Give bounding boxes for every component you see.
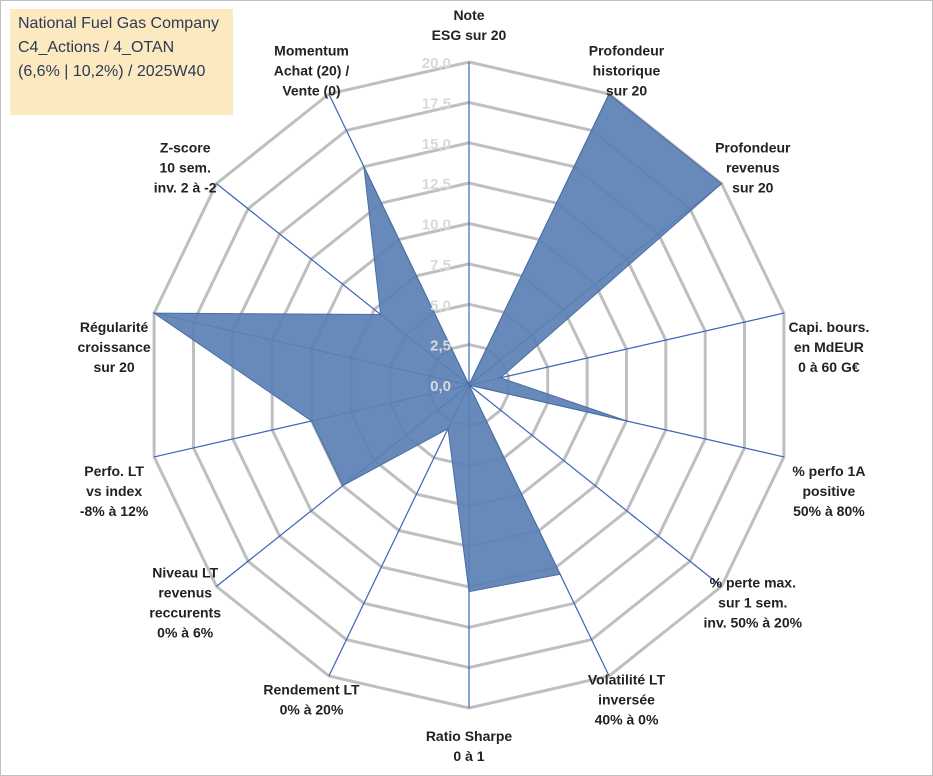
axis-label-0: Note ESG sur 20: [432, 7, 507, 43]
axis-spoke-5: [468, 384, 722, 587]
axis-label-1-line-0: Profondeur: [589, 43, 665, 59]
tick-label-2: 5,0: [430, 297, 451, 314]
axis-label-1-line-1: historique: [593, 63, 661, 79]
tick-label-6: 15,0: [422, 136, 451, 153]
data-point-10: [310, 420, 313, 422]
axis-label-13-line-1: Achat (20) /: [274, 63, 350, 79]
axis-label-12: Z-score 10 sem. inv. 2 à -2: [154, 139, 217, 195]
data-point-5: [468, 384, 470, 386]
axis-label-6-line-2: 40% à 0%: [595, 711, 659, 727]
axis-label-12-line-0: Z-score: [160, 139, 211, 155]
axis-label-4-line-2: 50% à 80%: [793, 503, 865, 519]
tick-label-4: 10,0: [422, 217, 451, 234]
tick-label-0: 0,0: [430, 378, 451, 395]
axis-label-13-line-0: Momentum: [274, 43, 349, 59]
axis-label-8: Rendement LT 0% à 20%: [263, 681, 360, 717]
axis-label-1-line-2: sur 20: [606, 83, 647, 99]
axis-label-6-line-0: Volatilité LT: [588, 671, 666, 687]
axis-label-8-line-1: 0% à 20%: [280, 701, 344, 717]
tick-labels: 0,0 2,5 5,0 7,5 10,0 12,5 15,0 17,5 20,0: [422, 55, 451, 395]
axis-label-10-line-2: -8% à 12%: [80, 503, 149, 519]
axis-label-1: Profondeur historique sur 20: [589, 43, 665, 99]
axis-label-10: Perfo. LT vs index -8% à 12%: [80, 463, 149, 519]
axis-label-12-line-1: 10 sem.: [160, 159, 211, 175]
axis-labels: Note ESG sur 20 Profondeur historique sur 20…: [78, 7, 870, 764]
axis-label-11: Régularité croissance sur 20: [78, 319, 151, 375]
data-point-2: [720, 182, 723, 185]
axis-label-9-line-2: reccurents: [149, 605, 221, 621]
data-point-13: [363, 165, 365, 168]
axis-label-3-line-0: Capi. bours.: [788, 319, 869, 335]
axis-spoke-3: [468, 312, 785, 386]
axis-label-2-line-1: revenus: [726, 159, 780, 175]
axis-label-7-line-1: 0 à 1: [453, 748, 484, 764]
axis-label-2-line-2: sur 20: [732, 179, 773, 195]
data-point-11: [153, 312, 155, 314]
axis-label-11-line-0: Régularité: [80, 319, 149, 335]
axis-spoke-8: [328, 384, 470, 677]
axis-label-2-line-0: Profondeur: [715, 139, 791, 155]
tick-label-8: 20,0: [422, 55, 451, 72]
data-point-9: [341, 484, 344, 487]
axis-label-9-line-3: 0% à 6%: [157, 625, 214, 641]
axis-label-9-line-0: Niveau LT: [152, 565, 218, 581]
title-line-company: National Fuel Gas Company: [18, 15, 219, 32]
axis-label-13: Momentum Achat (20) / Vente (0): [274, 43, 350, 99]
axis-label-12-line-2: inv. 2 à -2: [154, 179, 217, 195]
title-line-period: (6,6% | 10,2%) / 2025W40: [18, 63, 206, 80]
axis-label-7-line-0: Ratio Sharpe: [426, 728, 513, 744]
axis-label-4-line-0: % perfo 1A: [792, 463, 865, 479]
axis-label-7: Ratio Sharpe 0 à 1: [426, 728, 513, 764]
data-point-7: [468, 590, 470, 593]
axis-label-11-line-1: croissance: [78, 339, 151, 355]
data-point-4: [625, 420, 628, 422]
axis-label-8-line-0: Rendement LT: [263, 681, 360, 697]
data-series: [152, 93, 723, 593]
axis-label-4-line-1: positive: [802, 483, 855, 499]
axis-label-5: % perte max. sur 1 sem. inv. 50% à 20%: [704, 575, 803, 631]
chart-title-box: National Fuel Gas Company C4_Actions / 4…: [10, 9, 233, 115]
axis-label-13-line-2: Vente (0): [282, 83, 340, 99]
data-point-1: [608, 93, 610, 95]
data-point-12: [379, 313, 382, 316]
axis-label-6-line-1: inversée: [598, 691, 655, 707]
axis-label-6: Volatilité LT inversée 40% à 0%: [588, 671, 666, 727]
tick-label-5: 12,5: [422, 176, 451, 193]
data-point-8: [447, 427, 449, 430]
axis-label-3-line-1: en MdEUR: [794, 339, 864, 355]
axis-label-5-line-0: % perte max.: [710, 575, 796, 591]
axis-label-5-line-2: inv. 50% à 20%: [704, 615, 803, 631]
tick-label-3: 7,5: [430, 257, 451, 274]
axis-label-0-line-0: Note: [453, 7, 484, 23]
axis-label-0-line-1: ESG sur 20: [432, 27, 507, 43]
title-line-category: C4_Actions / 4_OTAN: [18, 39, 175, 56]
axis-label-9-line-1: revenus: [158, 585, 212, 601]
axis-label-4: % perfo 1A positive 50% à 80%: [792, 463, 865, 519]
axis-label-10-line-0: Perfo. LT: [84, 463, 144, 479]
axis-label-5-line-1: sur 1 sem.: [718, 595, 787, 611]
axis-label-3-line-2: 0 à 60 G€: [798, 359, 860, 375]
axis-label-2: Profondeur revenus sur 20: [715, 139, 791, 195]
axis-label-10-line-1: vs index: [86, 483, 142, 499]
axis-label-3: Capi. bours. en MdEUR 0 à 60 G€: [788, 319, 869, 375]
data-point-6: [559, 573, 561, 575]
data-point-3: [499, 377, 502, 379]
axis-label-11-line-2: sur 20: [93, 359, 134, 375]
axis-label-9: Niveau LT revenus reccurents 0% à 6%: [149, 565, 221, 641]
tick-label-7: 17,5: [422, 95, 451, 112]
tick-label-1: 2,5: [430, 338, 451, 355]
